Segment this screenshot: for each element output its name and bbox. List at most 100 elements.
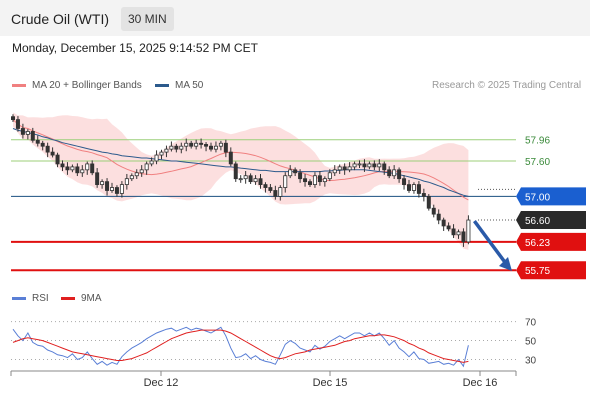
candle-body bbox=[377, 163, 382, 168]
legend-ma20: MA 20 + Bollinger Bands bbox=[12, 80, 142, 91]
x-label-0: Dec 12 bbox=[144, 377, 179, 389]
rsi-level-label-2: 30 bbox=[525, 356, 537, 367]
level-label-1: 57.60 bbox=[525, 157, 550, 168]
candle-body bbox=[85, 163, 90, 171]
candle-body bbox=[278, 187, 283, 197]
candle-body bbox=[10, 116, 15, 121]
candle-body bbox=[228, 151, 233, 165]
rsi-swatch bbox=[12, 296, 26, 300]
time-axis: Dec 12 Dec 15 Dec 16 bbox=[10, 370, 517, 389]
candle-body bbox=[124, 178, 129, 185]
candle-body bbox=[372, 163, 377, 168]
candle-body bbox=[406, 184, 411, 191]
ma50-swatch bbox=[155, 83, 169, 87]
legend-ma50-label: MA 50 bbox=[175, 80, 204, 91]
candle-body bbox=[119, 184, 124, 194]
candle-body bbox=[451, 228, 456, 236]
level-lines bbox=[11, 139, 516, 272]
candle-body bbox=[204, 144, 209, 147]
level-label-4: 56.23 bbox=[525, 238, 550, 249]
candle-body bbox=[218, 142, 223, 147]
candle-body bbox=[421, 193, 426, 197]
candle-body bbox=[50, 151, 55, 156]
candle-body bbox=[110, 187, 115, 191]
candle-body bbox=[317, 175, 322, 183]
candle-body bbox=[362, 163, 367, 168]
level-label-3: 56.60 bbox=[525, 216, 550, 227]
candle-body bbox=[357, 163, 362, 166]
candle-body bbox=[342, 166, 347, 171]
legend-9ma-label: 9MA bbox=[81, 293, 102, 304]
candle-body bbox=[35, 139, 40, 144]
candle-body bbox=[45, 145, 50, 153]
candle-body bbox=[25, 131, 30, 135]
candle-body bbox=[233, 163, 238, 180]
rsi-panel: 70 50 30 bbox=[11, 318, 537, 368]
timeframe-button[interactable]: 30 MIN bbox=[121, 7, 174, 31]
legend-9ma: 9MA bbox=[61, 293, 102, 304]
candle-body bbox=[402, 178, 407, 185]
candle-body bbox=[436, 213, 441, 221]
candle-body bbox=[466, 219, 471, 243]
ma9-swatch bbox=[61, 296, 75, 300]
candle-body bbox=[154, 154, 159, 162]
candle-body bbox=[75, 166, 80, 174]
level-badge-2 bbox=[516, 187, 586, 206]
level-badge-4 bbox=[516, 232, 586, 251]
candle-body bbox=[90, 163, 95, 174]
candle-body bbox=[100, 181, 105, 185]
bollinger-band-layer bbox=[13, 112, 469, 250]
candle-body bbox=[392, 169, 397, 177]
candle-body bbox=[70, 166, 75, 171]
rsi-line bbox=[12, 326, 469, 368]
candle-body bbox=[426, 196, 431, 209]
candle-body bbox=[411, 184, 416, 191]
candle-body bbox=[114, 187, 119, 194]
candle-body bbox=[129, 175, 134, 180]
candle-body bbox=[431, 207, 436, 215]
level-label-5: 55.75 bbox=[525, 266, 550, 277]
candle-body bbox=[194, 142, 199, 147]
candle-body bbox=[238, 178, 243, 181]
candle-body bbox=[159, 151, 164, 156]
candle-body bbox=[303, 178, 308, 183]
legend-rsi-label: RSI bbox=[32, 293, 49, 304]
chart-header: Crude Oil (WTI) 30 MIN bbox=[0, 0, 590, 36]
level-badge-5 bbox=[516, 261, 586, 280]
candle-body bbox=[263, 184, 268, 188]
candle-body bbox=[446, 225, 451, 230]
candle-body bbox=[164, 148, 169, 153]
candle-body bbox=[169, 145, 174, 150]
forecast-arrow-shaft bbox=[472, 219, 509, 267]
candle-body bbox=[461, 231, 466, 243]
candle-body bbox=[258, 178, 263, 185]
candle-body bbox=[327, 172, 332, 180]
candle-body bbox=[416, 184, 421, 194]
candle-body bbox=[397, 169, 402, 180]
candle-body bbox=[456, 231, 461, 236]
candle-body bbox=[134, 172, 139, 177]
candle-body bbox=[15, 119, 20, 129]
candle-body bbox=[382, 163, 387, 171]
candle-body bbox=[149, 160, 154, 165]
level-label-2: 57.00 bbox=[525, 192, 550, 203]
rsi-level-label-0: 70 bbox=[525, 318, 537, 329]
bollinger-band bbox=[13, 112, 469, 250]
candle-body bbox=[20, 128, 25, 135]
research-credit: Research © 2025 Trading Central bbox=[432, 80, 582, 91]
level-badge-3 bbox=[516, 211, 586, 230]
candle-body bbox=[283, 175, 288, 188]
candle-body bbox=[253, 178, 258, 183]
candle-body bbox=[105, 181, 110, 191]
candle-body bbox=[189, 142, 194, 147]
candle-body bbox=[213, 145, 218, 150]
candle-body bbox=[139, 169, 144, 174]
candle-body bbox=[199, 142, 204, 145]
candle-body bbox=[179, 145, 184, 150]
candle-body bbox=[243, 175, 248, 180]
candle-body bbox=[144, 163, 149, 171]
legend-ma50: MA 50 bbox=[155, 80, 203, 91]
level-labels: 57.96 57.60 57.00 56.60 56.23 55.75 bbox=[516, 136, 586, 280]
candle-body bbox=[298, 172, 303, 180]
